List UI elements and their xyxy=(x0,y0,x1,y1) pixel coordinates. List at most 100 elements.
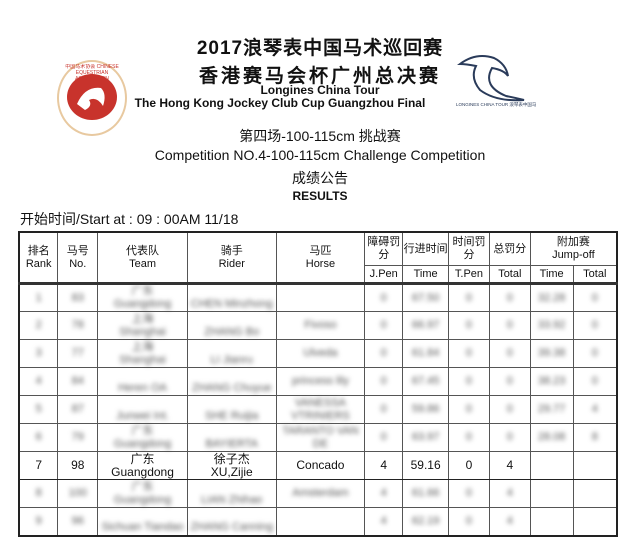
cell-jo_total: 8 xyxy=(572,423,618,452)
cell-horse: princess lily xyxy=(275,367,366,396)
table-row: 9 96 Sichuan Tiandao ZHANG Canning 4 62.19 0 4 xyxy=(18,507,618,536)
header-rank: 排名 Rank xyxy=(18,231,59,284)
cell-time: 61.84 xyxy=(402,339,450,368)
cell-team: Sichuan Tiandao xyxy=(97,507,188,536)
cell-jpen: 0 xyxy=(364,395,404,424)
table-row: 6 79 广东 Guangdong BAYIERTA TARANTO VAN DE 0 63.… xyxy=(18,423,618,452)
cell-jo_total: 0 xyxy=(572,311,618,340)
cell-team: 上海 Shanghai xyxy=(97,311,188,340)
cell-rank: 4 xyxy=(18,367,59,396)
cell-total: 0 xyxy=(488,423,531,452)
cell-jo_time xyxy=(529,451,574,480)
cell-tpen: 0 xyxy=(448,451,490,480)
table-row: 4 84 Heren OA ZHANG Chuyue princess lily 0 67.… xyxy=(18,367,618,396)
cell-total: 0 xyxy=(488,311,531,340)
cell-no: 87 xyxy=(57,395,99,424)
header-jo-time: Time xyxy=(529,265,574,284)
cell-rider: CHEN Minzhong xyxy=(186,283,277,312)
longines-china-tour-logo: LONGINES CHINA TOUR 浪琴表中国马术巡回赛 xyxy=(446,52,536,112)
cell-rider: ZHANG Canning xyxy=(186,507,277,536)
cell-no: 98 xyxy=(57,451,99,480)
cell-no: 79 xyxy=(57,423,99,452)
cell-tpen: 0 xyxy=(448,479,490,508)
cell-time: 61.66 xyxy=(402,479,450,508)
cell-jo_time: 28.08 xyxy=(529,423,574,452)
cell-team: 广东 Guangdong xyxy=(97,423,188,452)
cell-rider: SHE Ruijia xyxy=(186,395,277,424)
cell-team: Junwei Int. xyxy=(97,395,188,424)
cell-time: 66.97 xyxy=(402,311,450,340)
competition-en: Competition NO.4-100-115cm Challenge Com… xyxy=(154,147,486,163)
cell-total: 4 xyxy=(488,507,531,536)
cell-horse: Ulveda xyxy=(275,339,366,368)
cell-rank: 6 xyxy=(18,423,59,452)
cell-horse xyxy=(275,507,366,536)
header-jpen-en: J.Pen xyxy=(364,265,404,284)
cell-no: 83 xyxy=(57,283,99,312)
cell-team: Heren OA xyxy=(97,367,188,396)
cell-rank: 2 xyxy=(18,311,59,340)
cell-rank: 1 xyxy=(18,283,59,312)
cell-jo_total: 0 xyxy=(572,367,618,396)
cell-jo_time xyxy=(529,507,574,536)
title-cn-1: 2017浪琴表中国马术巡回赛 xyxy=(196,38,444,59)
cell-rider: 徐子杰 XU,Zijie xyxy=(186,451,277,480)
cell-jo_time xyxy=(529,479,574,508)
cell-tpen: 0 xyxy=(448,423,490,452)
cell-total: 0 xyxy=(488,283,531,312)
cell-no: 77 xyxy=(57,339,99,368)
cell-horse: TARANTO VAN DE xyxy=(275,423,366,452)
cell-jo_time: 33.92 xyxy=(529,311,574,340)
cell-no: 96 xyxy=(57,507,99,536)
cell-tpen: 0 xyxy=(448,367,490,396)
cell-jpen: 0 xyxy=(364,311,404,340)
cell-jo_total xyxy=(572,479,618,508)
cell-jo_time: 32.28 xyxy=(529,283,574,312)
cell-tpen: 0 xyxy=(448,311,490,340)
cell-total: 0 xyxy=(488,367,531,396)
cell-rank: 3 xyxy=(18,339,59,368)
cell-no: 84 xyxy=(57,367,99,396)
header-horse: 马匹 Horse xyxy=(275,231,366,284)
header-jumpoff: 附加赛 Jump-off xyxy=(529,231,618,266)
cell-jpen: 0 xyxy=(364,423,404,452)
table-row: 5 87 Junwei Int. SHE Ruijia VANESSA VTRINIER… xyxy=(18,395,618,424)
table-row: 2 78 上海 Shanghai ZHANG Bo Fivoso 0 66.97 0 0 33.92… xyxy=(18,311,618,340)
header-team: 代表队 Team xyxy=(97,231,188,284)
header-rider: 骑手 Rider xyxy=(186,231,277,284)
cell-team: 广东 Guangdong xyxy=(97,283,188,312)
cell-jo_time: 38.23 xyxy=(529,367,574,396)
cell-no: 100 xyxy=(57,479,99,508)
cell-jo_total: 0 xyxy=(572,339,618,368)
cell-tpen: 0 xyxy=(448,283,490,312)
cell-rider: ZHANG Chuyue xyxy=(186,367,277,396)
cell-team: 广东 Guangdong xyxy=(97,479,188,508)
cell-jpen: 0 xyxy=(364,339,404,368)
header-total-cn: 总罚分 xyxy=(488,231,531,266)
cell-rank: 5 xyxy=(18,395,59,424)
cell-team: 上海 Shanghai xyxy=(97,339,188,368)
cell-rank: 9 xyxy=(18,507,59,536)
cell-team: 广东 Guangdong xyxy=(97,451,188,480)
results-table: 排名 Rank 马号 No. 代表队 Team 骑手 Rider 马匹 Horse 障碍罚… xyxy=(18,231,618,537)
title-en-1: Longines China Tour xyxy=(260,83,380,97)
cell-rank: 7 xyxy=(18,451,59,480)
cell-jpen: 0 xyxy=(364,367,404,396)
cell-time: 67.50 xyxy=(402,283,450,312)
cell-total: 0 xyxy=(488,339,531,368)
cell-total: 4 xyxy=(488,479,531,508)
cell-tpen: 0 xyxy=(448,507,490,536)
cell-horse: Amsterdam xyxy=(275,479,366,508)
table-row: 3 77 上海 Shanghai LI Jianru Ulveda 0 61.84 0 0 39.3… xyxy=(18,339,618,368)
chinese-equestrian-association-logo: 中国马术协会 CHINESE EQUESTRIAN ASSOCIATION xyxy=(57,60,127,136)
header-total-en: Total xyxy=(488,265,531,284)
cell-time: 62.19 xyxy=(402,507,450,536)
results-en: RESULTS xyxy=(292,189,348,203)
cell-horse: VANESSA VTRINIERS xyxy=(275,395,366,424)
cell-tpen: 0 xyxy=(448,395,490,424)
start-time: 开始时间/Start at : 09 : 00AM 11/18 xyxy=(20,211,239,227)
right-logo-text: LONGINES CHINA TOUR 浪琴表中国马术巡回赛 xyxy=(456,102,536,107)
header-jo-total: Total xyxy=(572,265,618,284)
cell-total: 4 xyxy=(488,451,531,480)
cell-jo_total: 0 xyxy=(572,283,618,312)
